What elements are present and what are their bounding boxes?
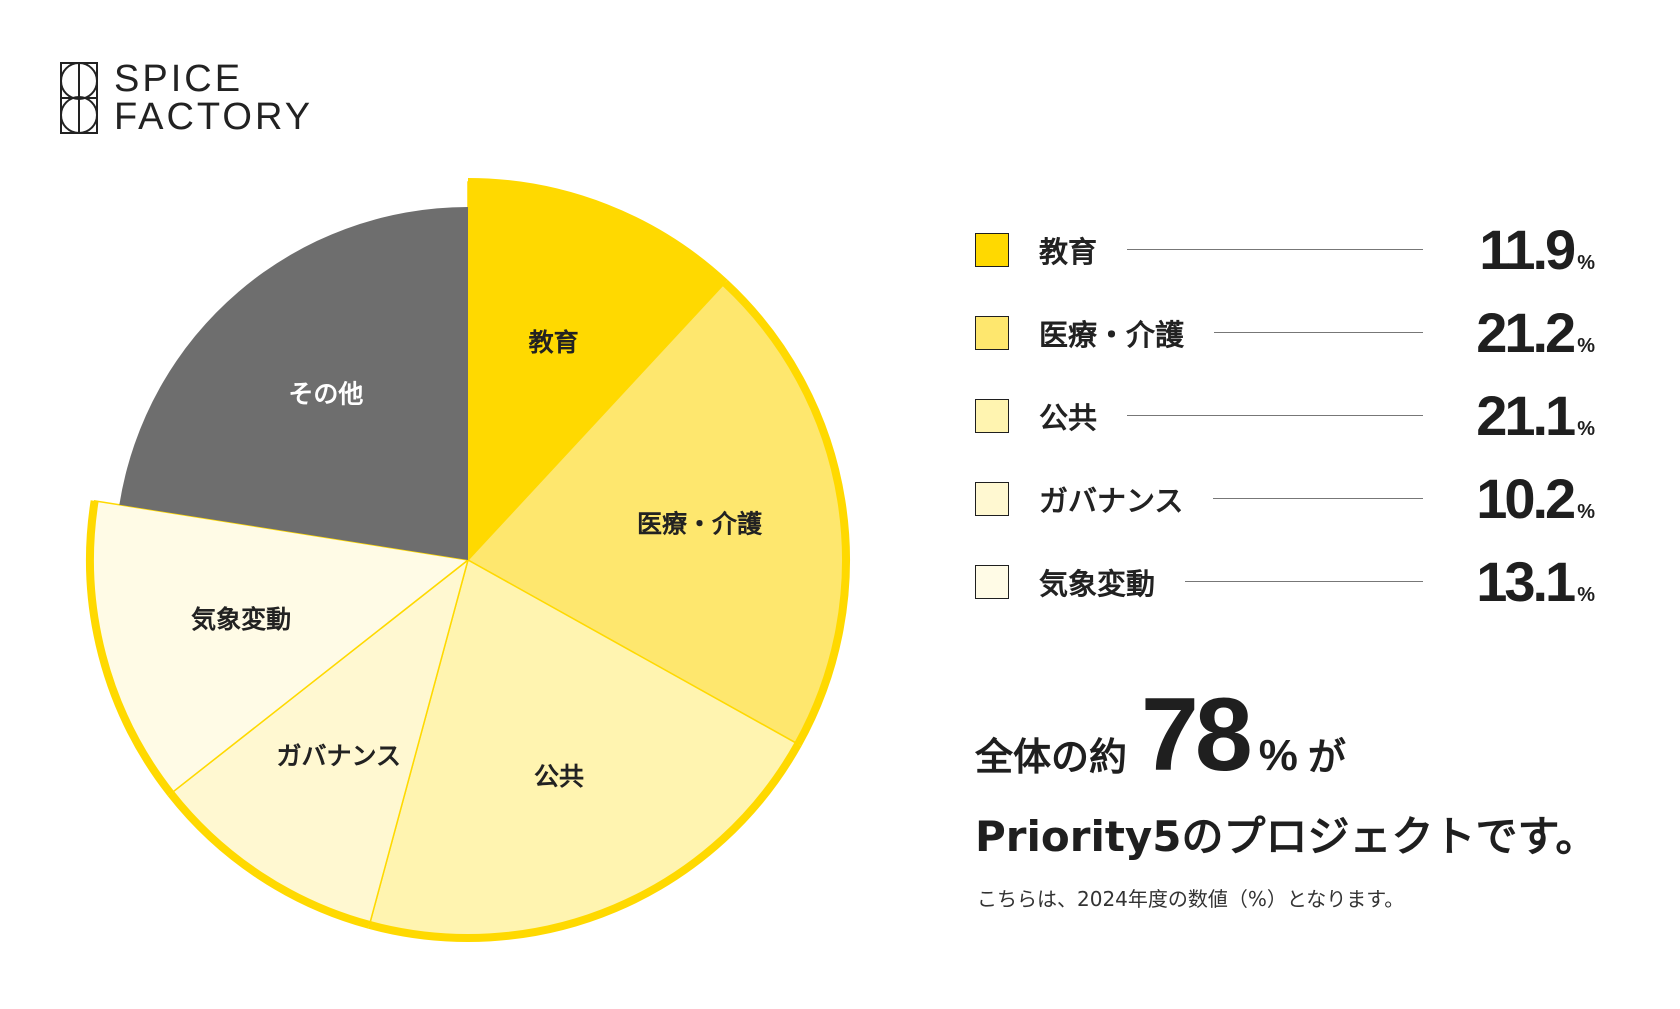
pie-label-5: 気象変動 — [191, 605, 291, 634]
legend-swatch — [975, 232, 1009, 267]
pie-slice-6 — [119, 207, 469, 560]
legend-value: 11.9% — [1479, 218, 1595, 281]
footnote: こちらは、2024年度の数値（%）となります。 — [977, 887, 1405, 911]
pie-slice-rim-3 — [368, 742, 802, 942]
logo-wordmark: SPICE FACTORY — [114, 60, 313, 136]
legend-value: 13.1% — [1476, 550, 1595, 613]
legend-unit: % — [1577, 501, 1595, 523]
legend-unit: % — [1577, 335, 1595, 357]
legend-label: 公共 — [1039, 400, 1098, 435]
legend-swatch — [975, 398, 1009, 433]
legend: 教育 11.9% 医療・介護 21.2% 公共 21.1% ガバナンス 10.2% 気象変動 13… — [975, 208, 1595, 623]
summary-line-2: Priority5のプロジェクトです。 — [975, 812, 1598, 861]
legend-leader-line — [1214, 331, 1423, 334]
legend-row: 教育 11.9% — [975, 208, 1595, 291]
legend-value: 21.1% — [1476, 384, 1595, 447]
pie-label-6: その他 — [288, 380, 363, 409]
legend-leader-line — [1213, 497, 1423, 500]
pie-label-2: 医療・介護 — [637, 509, 763, 538]
legend-unit: % — [1577, 252, 1595, 274]
legend-value: 10.2% — [1476, 467, 1595, 530]
pie-label-4: ガバナンス — [276, 741, 401, 770]
legend-row: 気象変動 13.1% — [975, 540, 1595, 623]
pie-slice-rim-4 — [167, 791, 371, 929]
pie-slice-rim-1 — [467, 178, 728, 286]
logo-mark-icon — [60, 62, 98, 134]
pie-label-1: 教育 — [529, 328, 579, 357]
pie-label-3: 公共 — [534, 762, 584, 791]
legend-swatch — [975, 315, 1009, 350]
legend-label: 医療・介護 — [1039, 317, 1185, 352]
pie-slice-rim-5 — [86, 500, 174, 797]
pie-slices — [86, 178, 850, 942]
spice-factory-logo: SPICE FACTORY — [60, 60, 313, 136]
legend-label: 気象変動 — [1039, 566, 1156, 601]
legend-label: ガバナンス — [1039, 483, 1184, 518]
legend-unit: % — [1577, 584, 1595, 606]
summary: 全体の約 78 % が Priority5のプロジェクトです。 — [975, 677, 1598, 864]
legend-leader-line — [1185, 580, 1423, 583]
legend-row: 医療・介護 21.2% — [975, 291, 1595, 374]
logo-line-1: SPICE — [114, 58, 244, 100]
legend-leader-line — [1127, 248, 1423, 251]
logo-line-2: FACTORY — [114, 96, 314, 138]
legend-value: 21.2% — [1476, 301, 1595, 364]
legend-swatch — [975, 564, 1009, 599]
legend-leader-line — [1127, 414, 1423, 417]
summary-prefix: 全体の約 — [975, 735, 1128, 779]
legend-row: ガバナンス 10.2% — [975, 457, 1595, 540]
legend-label: 教育 — [1039, 234, 1098, 269]
summary-number: 78 — [1141, 677, 1253, 793]
legend-row: 公共 21.1% — [975, 374, 1595, 457]
legend-swatch — [975, 481, 1009, 516]
legend-unit: % — [1577, 418, 1595, 440]
pie-slice-rim-2 — [722, 279, 850, 747]
summary-line-1: 全体の約 78 % が — [975, 677, 1597, 793]
summary-percent: % — [1258, 731, 1298, 780]
summary-suffix: が — [1307, 735, 1346, 779]
